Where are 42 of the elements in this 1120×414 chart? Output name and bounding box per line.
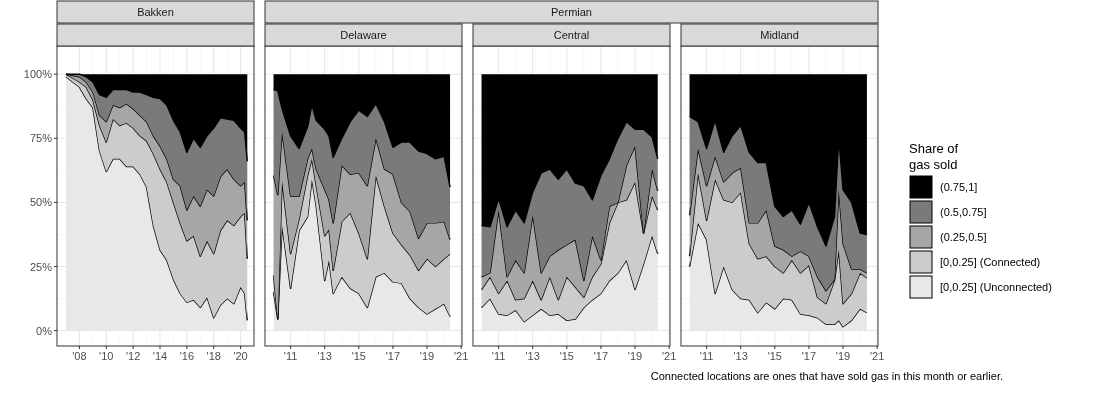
text: Connected locations are ones that have sold gas in this month or earlier. [650, 370, 1003, 382]
y-tick-label: 50% [29, 196, 53, 209]
x-tick-label: '15 [351, 350, 366, 362]
x-tick-label: '11 [283, 350, 298, 362]
y-tick-label: 0% [36, 324, 53, 337]
x-tick-label: '13 [317, 350, 332, 362]
x-tick-label: '15 [559, 350, 574, 362]
x-tick-label: '11 [491, 350, 506, 362]
x-tick-label: '20 [233, 350, 248, 362]
x-tick-label: '16 [179, 350, 195, 362]
chart-title: Central [553, 29, 590, 41]
x-tick-label: '17 [385, 350, 401, 362]
x-tick-label: '11 [699, 350, 714, 362]
x-tick-label: '21 [661, 350, 677, 362]
x-tick-label: '10 [99, 350, 114, 362]
legend-label: (0.25,0.5] [940, 231, 987, 243]
x-tick-label: '21 [869, 350, 885, 362]
x-tick-label: '19 [835, 350, 851, 362]
legend-title: Share of gas sold [909, 141, 959, 172]
x-tick-label: '14 [152, 350, 168, 362]
y-tick-label: 25% [29, 260, 53, 273]
x-tick-label: '13 [733, 350, 748, 362]
x-tick-label: '08 [72, 350, 87, 362]
chart-title: Bakken [137, 6, 174, 18]
legend-label: (0.75,1] [940, 181, 978, 193]
x-tick-label: '13 [525, 350, 540, 362]
x-tick-label: '21 [453, 350, 469, 362]
chart-title: Midland [760, 29, 799, 41]
x-tick-label: '18 [206, 350, 221, 362]
x-tick-label: '19 [627, 350, 643, 362]
chart-title: Delaware [340, 29, 387, 41]
y-tick-label: 75% [29, 132, 53, 145]
x-tick-label: '17 [801, 350, 817, 362]
legend-label: [0,0.25] (Unconnected) [940, 281, 1052, 293]
x-tick-label: '15 [767, 350, 782, 362]
text: Permian [551, 6, 592, 18]
x-tick-label: '19 [419, 350, 435, 362]
x-tick-label: '12 [125, 350, 141, 362]
legend-label: (0.5,0.75] [940, 206, 987, 218]
legend-label: [0,0.25] (Connected) [940, 256, 1041, 268]
x-tick-label: '17 [593, 350, 609, 362]
y-tick-label: 100% [23, 68, 53, 81]
